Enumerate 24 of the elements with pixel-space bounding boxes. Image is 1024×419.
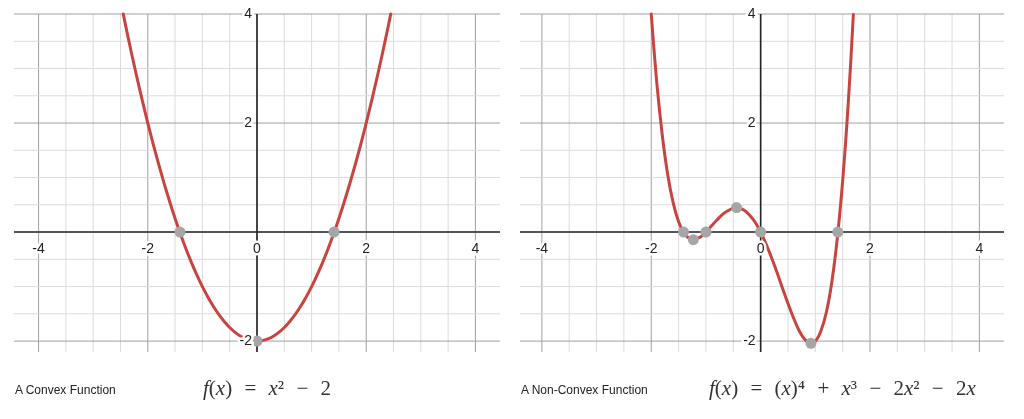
text: f(x) = x² − 2 — [203, 375, 331, 400]
y-tick-label: 4 — [244, 4, 253, 21]
point — [687, 234, 699, 246]
text: A Non-Convex Function — [521, 383, 648, 398]
x-tick-label: 4 — [471, 239, 480, 256]
x-tick-label: 4 — [975, 239, 984, 256]
x-tick-label: -2 — [645, 239, 658, 256]
point — [755, 226, 767, 238]
x-tick-label: -4 — [32, 239, 46, 256]
point — [700, 226, 712, 238]
x-tick-label: 2 — [866, 239, 875, 256]
text: A Convex Function — [15, 383, 116, 398]
y-tick-label: 4 — [747, 4, 756, 21]
point — [731, 202, 743, 214]
point — [678, 226, 690, 238]
x-tick-label: 2 — [362, 239, 371, 256]
y-tick-label: -2 — [743, 331, 756, 348]
y-tick-label: 2 — [747, 113, 756, 130]
x-tick-label: -4 — [535, 239, 549, 256]
y-tick-label: 2 — [244, 113, 253, 130]
point — [805, 337, 817, 349]
x-tick-label: -2 — [141, 239, 155, 256]
text: f(x) = (x)⁴ + x³ − 2x² − 2x — [709, 375, 976, 400]
point — [832, 226, 844, 238]
